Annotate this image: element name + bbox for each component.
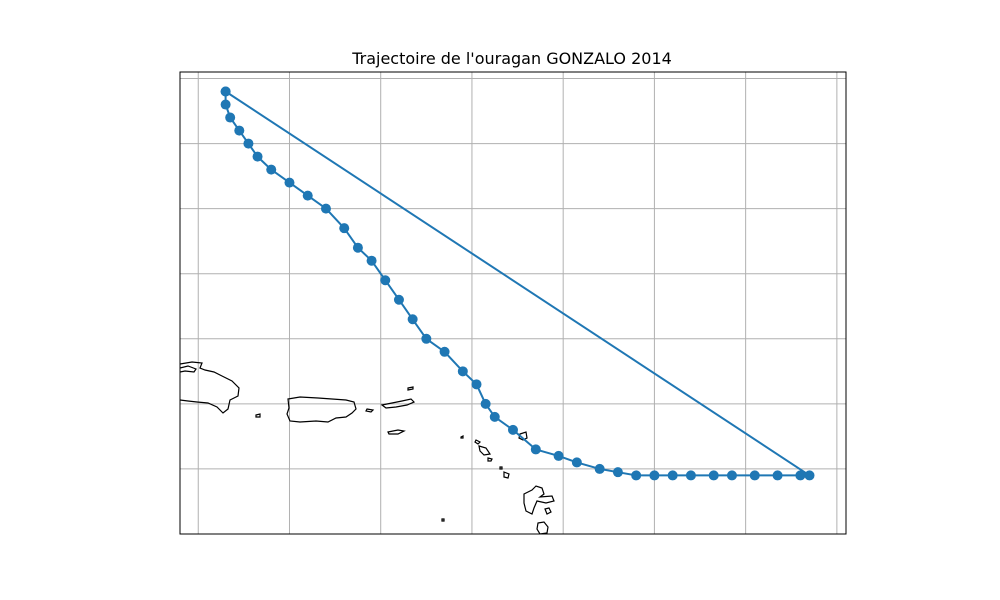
marie-galante-islet [544, 507, 552, 515]
track-point [667, 470, 678, 481]
track-point [795, 470, 806, 481]
redonda-islet [499, 466, 503, 470]
saba-islet [460, 435, 464, 439]
guadeloupe-islet [503, 471, 510, 479]
track-point [530, 444, 541, 455]
plot-frame [179, 71, 847, 535]
hispaniola-coast [180, 361, 240, 414]
barbuda-islet [487, 457, 493, 462]
track-point [772, 470, 783, 481]
vieques-islet [365, 408, 375, 413]
chart-title: Trajectoire de l'ouragan GONZALO 2014 [351, 49, 672, 68]
track-point [234, 125, 245, 136]
track-point [804, 470, 815, 481]
track-point [352, 242, 363, 253]
guadeloupe-coast [523, 485, 555, 515]
track-point [220, 99, 231, 110]
track-point [252, 151, 263, 162]
hurricane-track [220, 86, 815, 481]
track-point [266, 164, 277, 175]
track-point [612, 467, 623, 478]
track-point [339, 223, 350, 234]
coastlines [180, 361, 555, 534]
track-point [480, 398, 491, 409]
st-croix-islet [387, 429, 406, 435]
track-point [225, 112, 236, 123]
gridlines [180, 72, 846, 535]
track-point [708, 470, 719, 481]
virgin-islands [380, 398, 416, 409]
hispaniola-inner-coast [180, 365, 197, 373]
anegada-islet [407, 386, 414, 391]
track-point [457, 366, 468, 377]
track-point [685, 470, 696, 481]
track-point [749, 470, 760, 481]
track-point [284, 177, 295, 188]
puerto-rico-coast [286, 396, 357, 423]
track-point [380, 275, 391, 286]
track-point [471, 379, 482, 390]
track-point [393, 294, 404, 305]
track-point [421, 333, 432, 344]
plot-area [179, 71, 847, 535]
aves-islet [441, 518, 445, 522]
track-point [553, 450, 564, 461]
track-point [508, 424, 518, 435]
track-point [631, 470, 642, 481]
dominica-coast [536, 521, 549, 534]
track-point [439, 346, 450, 357]
track-point [243, 138, 254, 149]
track-point [320, 203, 331, 214]
track-point [594, 463, 605, 474]
montserrat-islet [478, 445, 492, 456]
navassa-islet [255, 413, 261, 418]
track-point [571, 457, 582, 468]
st-kitts-islet [474, 439, 482, 445]
track-point [220, 86, 231, 97]
track-point [726, 470, 737, 481]
track-point [407, 314, 418, 325]
track-point [366, 255, 377, 266]
track-point [489, 411, 500, 422]
track-point [649, 470, 660, 481]
track-point [302, 190, 313, 201]
